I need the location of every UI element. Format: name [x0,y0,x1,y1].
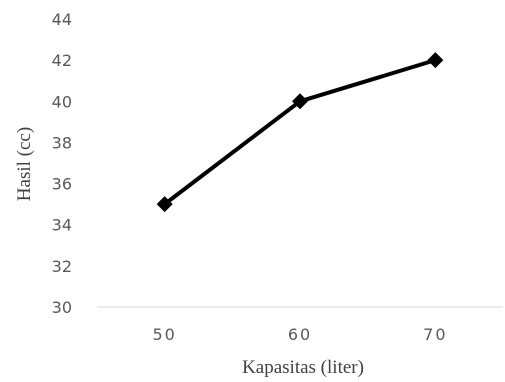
x-tick-label: 70 [423,325,447,344]
y-tick-label: 42 [52,51,72,70]
data-point-marker [427,52,444,69]
data-point-marker [156,196,173,213]
y-axis-title: Hasil (cc) [14,127,35,201]
y-axis-ticks: 30 32 34 36 38 40 42 44 [52,10,72,317]
x-axis-ticks: 50 60 70 [152,325,447,344]
series-group [156,52,444,213]
y-tick-label: 32 [52,257,72,276]
y-tick-label: 36 [52,175,72,194]
data-point-marker [292,93,308,110]
y-tick-label: 30 [52,298,72,317]
x-tick-label: 60 [288,325,312,344]
x-axis-title: Kapasitas (liter) [242,357,364,378]
y-tick-label: 34 [52,216,72,235]
x-tick-label: 50 [152,325,176,344]
series-line [163,58,436,206]
y-tick-label: 40 [52,92,72,111]
y-tick-label: 44 [52,10,72,29]
y-tick-label: 38 [52,133,72,152]
